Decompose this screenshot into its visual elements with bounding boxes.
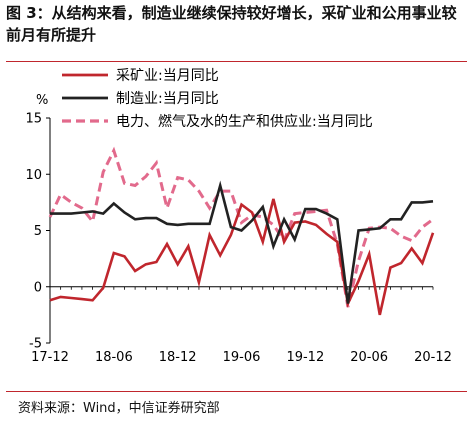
x-tick-label: 17-12	[31, 350, 69, 365]
x-tick-label: 20-12	[414, 350, 452, 365]
legend-label: 采矿业:当月同比	[116, 68, 219, 84]
title-divider	[6, 61, 467, 62]
series-line	[50, 180, 434, 304]
legend-label: 电力、燃气及水的生产和供应业:当月同比	[116, 113, 373, 130]
x-tick-label: 19-06	[223, 350, 261, 365]
legend-label: 制造业:当月同比	[116, 91, 219, 107]
y-tick-label: 0	[34, 280, 42, 295]
x-tick-label: 18-12	[159, 350, 197, 365]
x-tick-label: 19-12	[286, 350, 324, 365]
y-tick-label: 10	[25, 168, 42, 183]
source-divider	[6, 391, 467, 392]
series-line	[49, 198, 435, 316]
y-tick-label: -5	[29, 337, 42, 352]
source-note: 资料来源：Wind，中信证券研究部	[18, 401, 220, 416]
x-tick-label: 18-06	[95, 350, 133, 365]
y-axis-label: %	[36, 93, 48, 108]
y-tick-label: 15	[25, 112, 42, 127]
x-tick-label: 20-06	[350, 350, 388, 365]
chart-axes: -5 0 5 10 15 17-12 18-06 18-12 19-06 19-12 20-06 20…	[25, 112, 451, 366]
y-tick-label: 5	[34, 224, 42, 239]
chart-series	[48, 146, 435, 316]
figure-title: 图 3：从结构来看，制造业继续保持较好增长，采矿业和公用事业较前月有所提升	[6, 4, 457, 44]
